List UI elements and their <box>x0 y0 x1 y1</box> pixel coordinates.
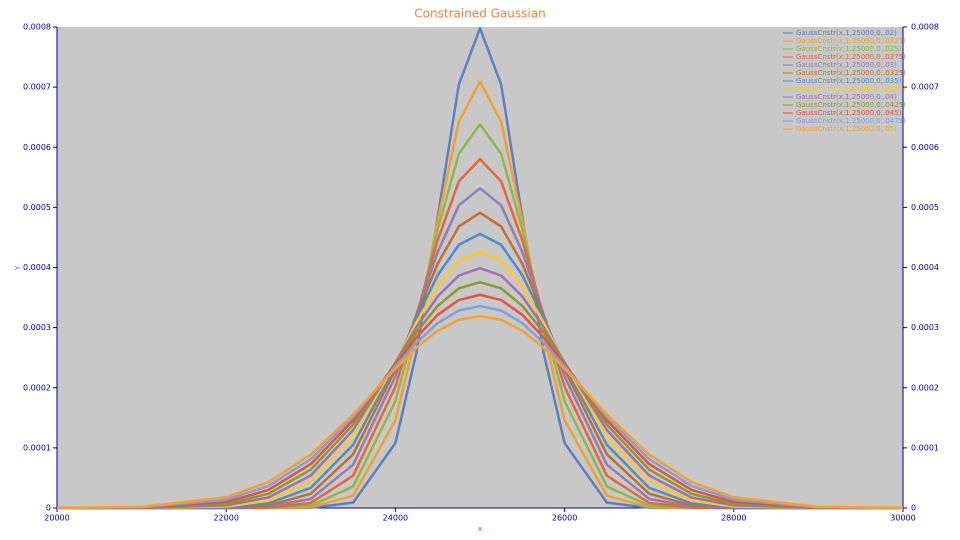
x-axis-label: x <box>478 525 482 533</box>
y2-tick-label: 0.0003 <box>911 323 939 332</box>
legend-label: GaussCnstr(x,1,25000,0,.02) <box>796 29 897 37</box>
y-tick-label: 0.0008 <box>23 23 51 32</box>
series-line <box>57 186 903 510</box>
x-tick-label: 30000 <box>890 514 915 523</box>
series-line <box>57 211 903 510</box>
legend-label: GaussCnstr(x,1,25000,0,.0225) <box>796 37 906 45</box>
legend-label: GaussCnstr(x,1,25000,0,.045) <box>796 109 902 117</box>
legend-label: GaussCnstr(x,1,25000,0,.0425) <box>796 101 906 109</box>
y2-tick-label: 0.0001 <box>911 443 939 452</box>
y-tick-label: 0 <box>46 504 51 513</box>
y2-tick-label: 0.0002 <box>911 383 939 392</box>
x-tick-label: 20000 <box>44 514 69 523</box>
series-line <box>56 280 904 510</box>
legend-label: GaussCnstr(x,1,25000,0,.0375) <box>796 85 906 93</box>
y2-tick-label: 0 <box>911 504 916 513</box>
legend-label: GaussCnstr(x,1,25000,0,.025) <box>796 45 902 53</box>
y2-tick-label: 0.0004 <box>911 263 939 272</box>
series-line <box>57 250 903 510</box>
series-line <box>56 314 904 510</box>
x-tick-label: 22000 <box>213 514 238 523</box>
y-tick-label: 0.0004 <box>23 263 51 272</box>
y-tick-label: 0.0003 <box>23 323 51 332</box>
series-line <box>57 232 903 510</box>
y-tick-label: 0.0002 <box>23 383 51 392</box>
y-tick-label: 0.0006 <box>23 143 51 152</box>
y2-tick-label: 0.0005 <box>911 203 939 212</box>
series-line <box>56 293 904 510</box>
legend-label: GaussCnstr(x,1,25000,0,.05) <box>796 125 897 133</box>
legend-label: GaussCnstr(x,1,25000,0,.035) <box>796 77 902 85</box>
legend-label: GaussCnstr(x,1,25000,0,.0475) <box>796 117 906 125</box>
x-tick-label: 26000 <box>552 514 577 523</box>
legend-label: GaussCnstr(x,1,25000,0,.03) <box>796 61 897 69</box>
chart-title: Constrained Gaussian <box>414 7 545 21</box>
y2-tick-label: 0.0008 <box>911 23 939 32</box>
x-tick-label: 24000 <box>383 514 408 523</box>
x-tick-label: 28000 <box>721 514 746 523</box>
y-tick-label: 0.0005 <box>23 203 51 212</box>
series-line <box>56 266 904 510</box>
series-line <box>56 304 904 510</box>
legend-label: GaussCnstr(x,1,25000,0,.04) <box>796 93 897 101</box>
y-axis-label: Y <box>14 265 22 271</box>
y-tick-label: 0.0001 <box>23 443 51 452</box>
y2-tick-label: 0.0006 <box>911 143 939 152</box>
y-tick-label: 0.0007 <box>23 83 51 92</box>
legend-label: GaussCnstr(x,1,25000,0,.0275) <box>796 53 906 61</box>
y2-tick-label: 0.0007 <box>911 83 939 92</box>
series-line <box>57 157 903 510</box>
legend-label: GaussCnstr(x,1,25000,0,.0325) <box>796 69 906 77</box>
